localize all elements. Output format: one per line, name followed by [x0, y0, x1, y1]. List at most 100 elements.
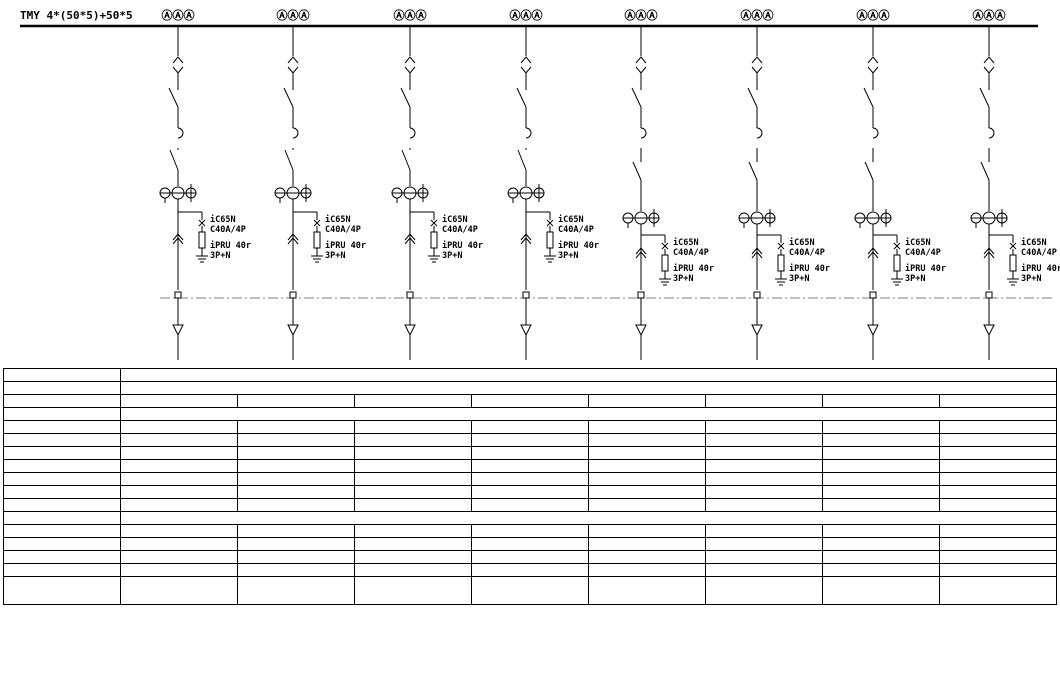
table-row: [3, 433, 1057, 447]
breaker-switch-symbol: [980, 161, 990, 181]
load-arrow-symbol: [172, 324, 184, 337]
ground-symbol: [891, 278, 903, 286]
table-cell: [588, 394, 706, 408]
table-cell: [588, 420, 706, 434]
table-cell: [939, 537, 1057, 551]
table-cell: [588, 485, 706, 499]
table-cell: [237, 446, 355, 460]
table-cell: [939, 563, 1057, 577]
table-cell: [705, 563, 823, 577]
table-row: [3, 576, 1057, 605]
breaker-switch-symbol: [517, 149, 527, 171]
table-cell: [120, 537, 238, 551]
phase-marker: ⒶⒶⒶ: [741, 8, 774, 22]
table-cell: [354, 576, 472, 605]
table-cell: [120, 433, 238, 447]
table-cell: [237, 394, 355, 408]
table-cell: [939, 576, 1057, 605]
table-cell: [120, 563, 238, 577]
table-cell: [237, 485, 355, 499]
table-cell: [939, 459, 1057, 473]
phase-marker: ⒶⒶⒶ: [277, 8, 310, 22]
table-cell: [354, 459, 472, 473]
phase-marker: ⒶⒶⒶ: [625, 8, 658, 22]
breaker-rating-label: C40A/4P: [325, 225, 361, 235]
ground-symbol: [659, 278, 671, 286]
table-row: [3, 524, 1057, 538]
table-cell: [471, 394, 589, 408]
table-cell: [120, 550, 238, 564]
measure-module-symbol: [637, 291, 645, 299]
measure-module-symbol: [522, 291, 530, 299]
trip-mechanism-symbol: [177, 127, 184, 139]
breaker-switch-symbol: [748, 161, 758, 181]
table-row: [3, 394, 1057, 408]
table-cell: [471, 433, 589, 447]
table-row: [3, 537, 1057, 551]
table-row: [3, 485, 1057, 499]
spd-model-label: iPRU 40r: [558, 240, 599, 251]
load-arrow-symbol: [520, 324, 532, 337]
table-cell: [588, 537, 706, 551]
table-cell: [237, 420, 355, 434]
spd-poles-label: 3P+N: [673, 274, 693, 284]
ground-symbol: [196, 255, 208, 263]
spd-poles-label: 3P+N: [210, 251, 230, 261]
row-label: [3, 498, 121, 512]
spd-model-label: iPRU 40r: [1021, 263, 1060, 274]
table-cell: [471, 524, 589, 538]
table-cell: [471, 498, 589, 512]
spd-poles-label: 3P+N: [325, 251, 345, 261]
row-label: [3, 407, 121, 421]
breaker-model-label: iC65N: [905, 237, 931, 248]
table-cell: [471, 472, 589, 486]
table-cell: [588, 550, 706, 564]
spd-breaker-symbol: [777, 242, 785, 250]
table-cell: [237, 537, 355, 551]
table-cell: [588, 472, 706, 486]
table-cell: [588, 498, 706, 512]
breaker-rating-label: C40A/4P: [789, 248, 825, 258]
measure-module-symbol: [289, 291, 297, 299]
table-cell: [705, 446, 823, 460]
table-cell: [939, 524, 1057, 538]
table-cell: [822, 394, 940, 408]
spanned-cell: [120, 511, 1057, 525]
table-cell: [705, 459, 823, 473]
breaker-switch-symbol: [632, 161, 642, 181]
isolator-switch-symbol: [631, 87, 642, 108]
breaker-rating-label: C40A/4P: [905, 248, 941, 258]
spd-breaker-symbol: [198, 219, 206, 227]
table-cell: [939, 485, 1057, 499]
table-row: [3, 550, 1057, 564]
breaker-switch-symbol: [284, 149, 294, 171]
table-row: [3, 459, 1057, 473]
table-cell: [354, 433, 472, 447]
ground-symbol: [544, 255, 556, 263]
ground-symbol: [311, 255, 323, 263]
spd-breaker-symbol: [546, 219, 554, 227]
table-cell: [354, 537, 472, 551]
spd-poles-label: 3P+N: [558, 251, 578, 261]
table-cell: [120, 498, 238, 512]
spanned-cell: [120, 381, 1057, 395]
spd-model-label: iPRU 40r: [210, 240, 251, 251]
breaker-rating-label: C40A/4P: [210, 225, 246, 235]
breaker-rating-label: C40A/4P: [1021, 248, 1057, 258]
table-cell: [939, 394, 1057, 408]
table-cell: [471, 537, 589, 551]
table-cell: [588, 446, 706, 460]
table-cell: [705, 472, 823, 486]
table-cell: [705, 433, 823, 447]
phase-marker: ⒶⒶⒶ: [394, 8, 427, 22]
measure-module-symbol: [985, 291, 993, 299]
table-cell: [822, 498, 940, 512]
spanned-cell: [120, 368, 1057, 382]
measure-module-symbol: [406, 291, 414, 299]
table-cell: [237, 563, 355, 577]
row-label: [3, 576, 121, 605]
load-arrow-symbol: [404, 324, 416, 337]
surge-protector-symbol: [198, 231, 206, 249]
breaker-model-label: iC65N: [442, 214, 468, 225]
table-cell: [471, 550, 589, 564]
